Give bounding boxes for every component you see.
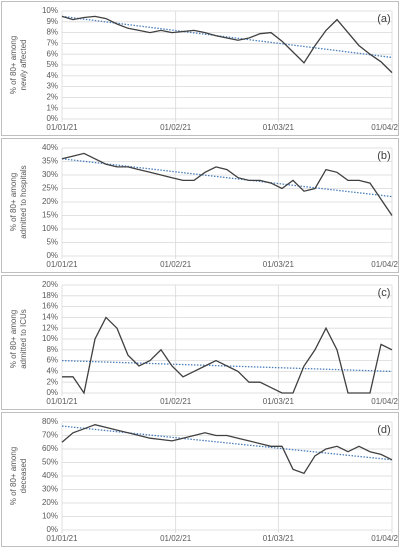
y-tick-label: 8% [46,345,58,354]
x-tick-label: 01/03/21 [263,123,295,132]
x-tick-label: 01/03/21 [263,260,295,269]
y-tick-label: 5% [46,60,58,69]
y-tick-label: 0% [46,114,58,123]
y-tick-label: 40% [42,143,58,152]
x-tick-label: 01/04/2 [371,260,398,269]
x-tick-label: 01/03/21 [263,534,295,543]
panel: 0% 2%4% 6% 8% 10% 12%14% 16% 18% 20% 01/01/21 01/0… [1,275,399,410]
data-line [61,424,393,475]
y-tick-label: 20% [42,280,58,289]
y-tick-label: 8% [46,28,58,37]
x-tick-label: 01/01/21 [46,123,78,132]
y-tick-label: 60% [42,444,58,453]
y-tick-label: 10% [42,334,58,343]
data-line [61,152,393,216]
y-axis-label: deceased [19,459,28,494]
panel-annotation: (d) [377,424,390,436]
y-tick-label: 0% [46,251,58,260]
y-tick-label: 6% [46,49,58,58]
y-axis-label: % of 80+ among [9,173,18,231]
panel: 0% 10% 20% 30% 40% 50% 60% 70% 80% 01/01/21 01/02/… [1,412,399,547]
x-tick-label: 01/03/21 [263,397,295,406]
y-tick-label: 10% [42,512,58,521]
y-tick-label: 15% [42,211,58,220]
data-line [61,15,393,74]
y-tick-label: 2% [46,377,58,386]
y-tick-label: 14% [42,313,58,322]
x-tick-label: 01/04/2 [371,123,398,132]
y-tick-label: 16% [42,302,58,311]
panel-annotation: (c) [378,287,391,299]
panel: 0% 1%2% 3% 4% 5% 6%7% 8% 9% 10% 01/01/21 01/02/21 0… [1,1,399,136]
y-axis-label: % of 80+ among [9,447,18,505]
panel-border [1,412,399,547]
panel: 0% 5% 10% 15% 20% 25% 30% 35% 40% 01/01/21 01/02/2… [1,138,399,273]
x-tick-label: 01/01/21 [46,260,78,269]
y-axis-label: admitted to ICUs [19,309,28,369]
y-tick-label: 20% [42,197,58,206]
y-tick-label: 3% [46,82,58,91]
y-tick-label: 6% [46,356,58,365]
x-tick-label: 01/02/21 [160,260,192,269]
y-tick-label: 40% [42,471,58,480]
y-axis-label: % of 80+ among [9,36,18,94]
y-tick-label: 35% [42,157,58,166]
y-tick-label: 5% [46,238,58,247]
panel-border [1,1,399,136]
panel-border [1,138,399,273]
x-tick-label: 01/02/21 [160,397,192,406]
y-tick-label: 30% [42,170,58,179]
x-tick-label: 01/01/21 [46,534,78,543]
x-tick-label: 01/04/2 [371,534,398,543]
x-tick-label: 01/01/21 [46,397,78,406]
y-tick-label: 10% [42,224,58,233]
y-tick-label: 18% [42,291,58,300]
y-axis-label: admitted to hospitals [19,165,28,238]
y-tick-label: 70% [42,431,58,440]
trend-line [61,158,393,198]
y-tick-label: 30% [42,485,58,494]
x-tick-label: 01/02/21 [160,123,192,132]
trend-line [61,15,393,59]
data-line [62,316,393,395]
y-tick-label: 80% [42,417,58,426]
panel-annotation: (a) [377,13,390,25]
y-tick-label: 50% [42,458,58,467]
y-tick-label: 4% [46,367,58,376]
trend-line [61,425,393,461]
y-tick-label: 0% [46,388,58,397]
y-tick-label: 2% [46,93,58,102]
y-tick-label: 25% [42,184,58,193]
y-axis-label: newly affected [19,40,28,91]
panel-annotation: (b) [377,150,390,162]
x-tick-label: 01/04/2 [371,397,398,406]
y-tick-label: 12% [42,323,58,332]
y-tick-label: 1% [46,103,58,112]
y-tick-label: 20% [42,498,58,507]
y-tick-label: 7% [46,39,58,48]
y-tick-label: 10% [42,6,58,15]
y-axis-label: % of 80+ among [9,310,18,368]
y-tick-label: 4% [46,71,58,80]
y-tick-label: 9% [46,17,58,26]
x-tick-label: 01/02/21 [160,534,192,543]
y-tick-label: 0% [46,525,58,534]
panel-border [1,275,399,410]
